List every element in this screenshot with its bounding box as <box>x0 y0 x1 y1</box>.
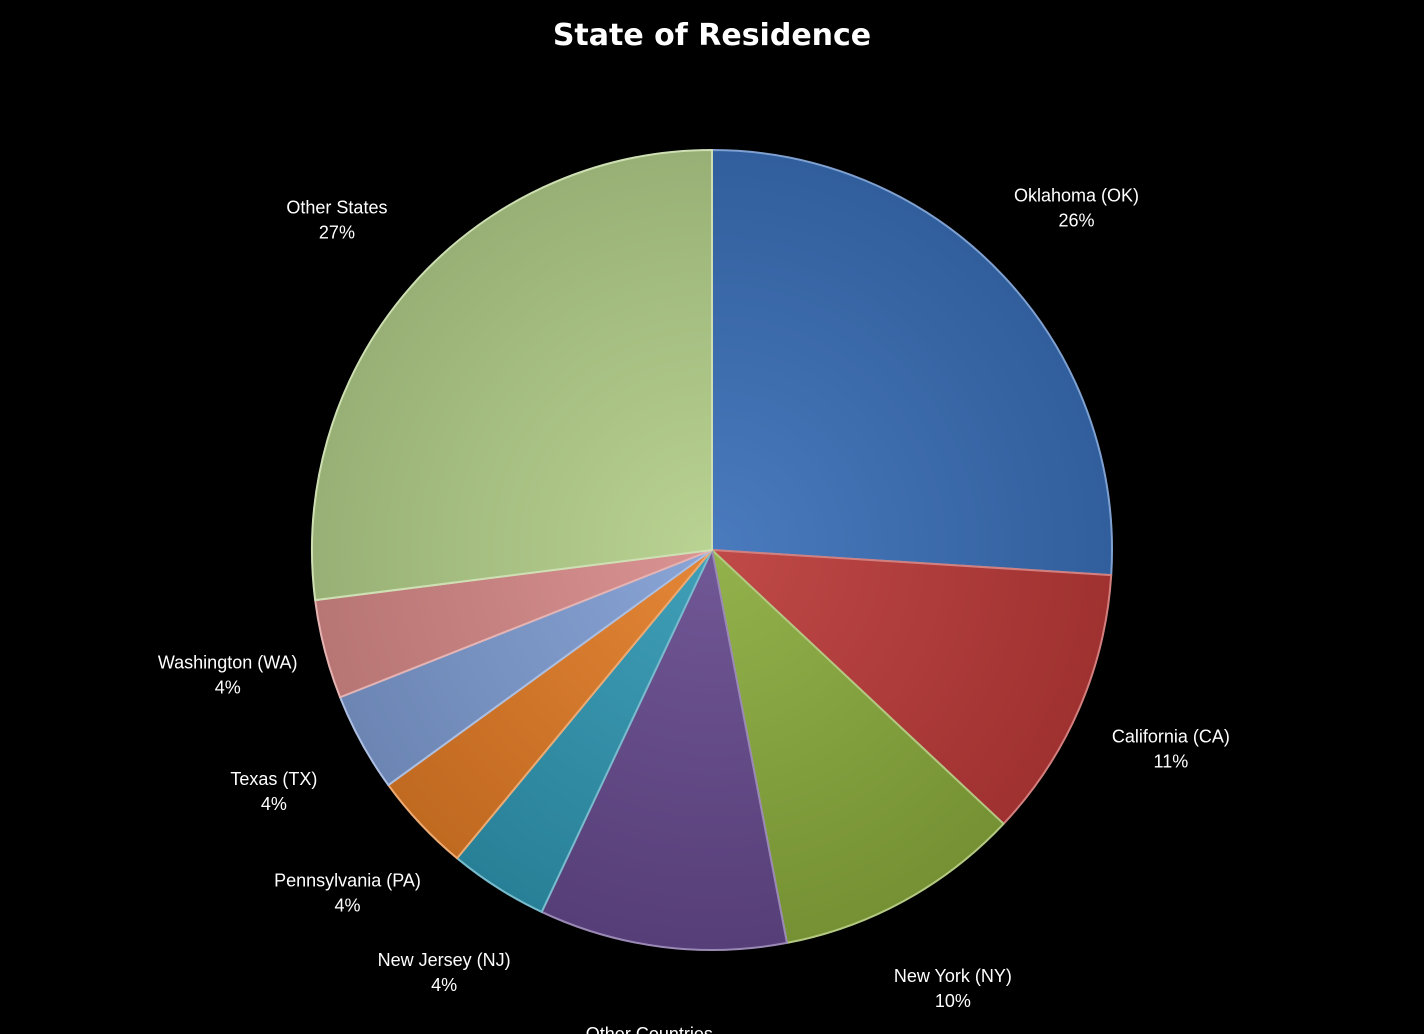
pie-slice-oklahoma-ok <box>711 149 1113 577</box>
slice-label-other-countries: Other Countries <box>586 1024 713 1034</box>
slice-label-new-jersey-nj: New Jersey (NJ) <box>378 950 511 970</box>
pie-slice-california-ca <box>711 549 1113 825</box>
pie-slices <box>311 149 1113 951</box>
slice-label-pennsylvania-pa: Pennsylvania (PA) <box>274 870 421 890</box>
slice-pct-oklahoma-ok: 26% <box>1058 211 1094 231</box>
slice-label-texas-tx: Texas (TX) <box>230 769 317 789</box>
pie-slice-other-states <box>311 149 713 602</box>
slice-pct-washington-wa: 4% <box>215 677 241 697</box>
pie-labels: Oklahoma (OK) 26% California (CA) 11% New Yo… <box>158 186 1230 1034</box>
slice-label-california-ca: California (CA) <box>1112 727 1230 747</box>
slice-pct-california-ca: 11% <box>1154 752 1189 772</box>
slice-pct-other-states: 27% <box>319 222 355 242</box>
pie-slice-new-york-ny <box>711 549 1005 944</box>
chart-title: State of Residence <box>552 18 872 53</box>
slice-label-other-states: Other States <box>286 197 387 217</box>
slice-pct-new-jersey-nj: 4% <box>431 975 457 995</box>
slice-label-oklahoma-ok: Oklahoma (OK) <box>1014 186 1139 206</box>
slice-label-washington-wa: Washington (WA) <box>158 652 298 672</box>
slice-label-new-york-ny: New York (NY) <box>894 966 1012 986</box>
pie-slice-other-countries <box>540 549 788 951</box>
slice-pct-pennsylvania-pa: 4% <box>335 895 361 915</box>
slice-pct-new-york-ny: 10% <box>935 991 971 1011</box>
slice-pct-texas-tx: 4% <box>261 794 287 814</box>
